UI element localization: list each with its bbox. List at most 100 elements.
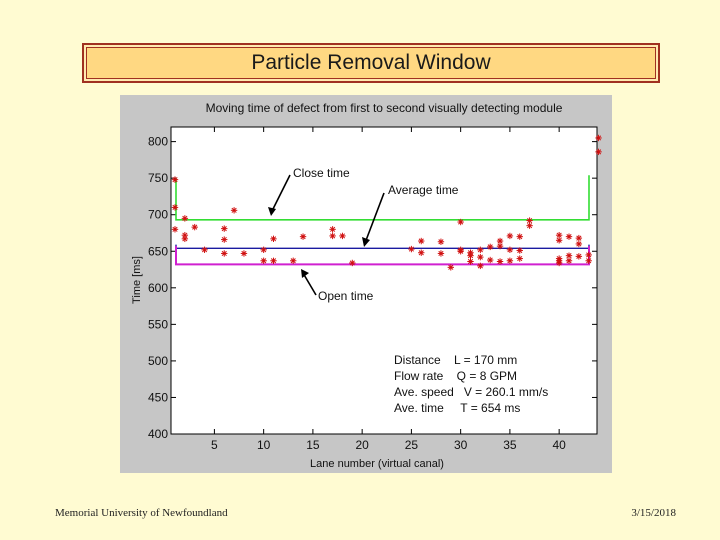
scatter-chart: Moving time of defect from first to seco… [131,101,602,470]
open-time-arrowhead [301,269,309,278]
data-point [595,148,602,156]
x-tick-label: 25 [405,438,419,452]
x-axis-label: Lane number (virtual canal) [310,458,444,470]
average-time-label: Average time [388,183,459,197]
average-time-arrow [364,192,385,244]
average-time-arrowhead [362,237,370,247]
data-point [270,235,277,243]
data-point [467,252,474,259]
data-point [221,250,228,257]
plot-area [170,126,598,435]
x-tick-label: 35 [503,438,517,452]
data-point [240,250,248,257]
data-point [555,259,563,267]
data-point [329,226,336,233]
axis-ticks: 5 10 15 20 25 30 35 40 400 450 500 550 600 650 700 750 8… [148,127,597,452]
data-point [230,207,238,214]
x-tick-label: 5 [211,438,218,452]
y-tick-label: 500 [148,354,168,368]
data-point [408,245,415,253]
data-point [447,264,454,271]
data-point [496,258,504,265]
data-point [329,232,336,240]
footer-date: 3/15/2018 [631,507,676,519]
close-time-arrowhead [268,207,276,216]
data-point [270,257,277,264]
stats-ave-time: Ave. time T = 654 ms [394,401,520,415]
data-point [418,237,425,245]
data-point [437,250,445,257]
data-point [221,225,228,232]
y-tick-label: 600 [148,281,168,295]
slide-title-box: Particle Removal Window [82,43,660,83]
y-tick-label: 750 [148,171,168,185]
data-point [221,236,228,243]
data-point [506,246,514,253]
footer-institution: Memorial University of Newfoundland [55,507,228,519]
stats-flow-rate: Flow rate Q = 8 GPM [394,369,517,383]
data-point [260,246,267,253]
open-time-label: Open time [318,289,374,303]
data-point [496,237,504,245]
data-point [585,251,592,259]
data-point [181,235,189,243]
chart-title: Moving time of defect from first to seco… [206,101,563,115]
data-point [516,247,523,254]
data-point [467,258,474,265]
y-tick-label: 700 [148,208,168,222]
x-tick-label: 15 [306,438,320,452]
data-point [171,204,179,211]
line-annotations: Close time Average time Open time [268,166,459,303]
x-tick-label: 20 [355,438,369,452]
data-point [260,257,267,264]
close-time-arrow [270,174,291,214]
data-point [575,253,583,260]
data-point [565,257,573,264]
data-point [526,217,533,224]
x-tick-label: 10 [257,438,271,452]
x-tick-label: 40 [552,438,566,452]
data-point [418,249,425,256]
y-tick-label: 800 [148,135,168,149]
data-point [299,233,307,240]
data-point [171,176,179,183]
data-point [191,223,198,231]
chart-figure: Moving time of defect from first to seco… [120,95,612,473]
y-tick-label: 400 [148,427,168,441]
data-point [477,246,484,253]
data-point [585,257,592,264]
data-point [181,215,189,222]
slide-title: Particle Removal Window [251,51,491,74]
data-point [595,134,602,142]
data-point [575,234,583,242]
data-point [516,233,523,240]
data-point [555,231,563,239]
data-point [516,255,523,262]
data-point [487,243,494,251]
data-point [457,218,464,226]
data-points [171,134,602,271]
data-point [171,226,179,233]
data-point [477,262,484,270]
data-point [437,238,445,245]
data-point [555,237,563,244]
data-point [506,232,514,240]
open-time-arrow [302,272,317,296]
close-time-line [175,175,590,221]
data-point [457,246,464,253]
data-point [575,240,583,248]
y-axis-label: Time [ms] [131,256,143,304]
stats-annotation: Distance L = 170 mm Flow rate Q = 8 GPM … [394,353,548,415]
data-point [349,259,356,267]
stats-ave-speed: Ave. speed V = 260.1 mm/s [394,385,548,399]
close-time-label: Close time [293,166,350,180]
y-tick-label: 450 [148,390,168,404]
x-tick-label: 30 [454,438,468,452]
y-tick-label: 550 [148,317,168,331]
data-point [526,222,533,229]
data-point [201,246,208,253]
data-point [339,232,346,240]
data-point [506,257,514,264]
data-point [487,256,494,264]
y-tick-label: 650 [148,244,168,258]
